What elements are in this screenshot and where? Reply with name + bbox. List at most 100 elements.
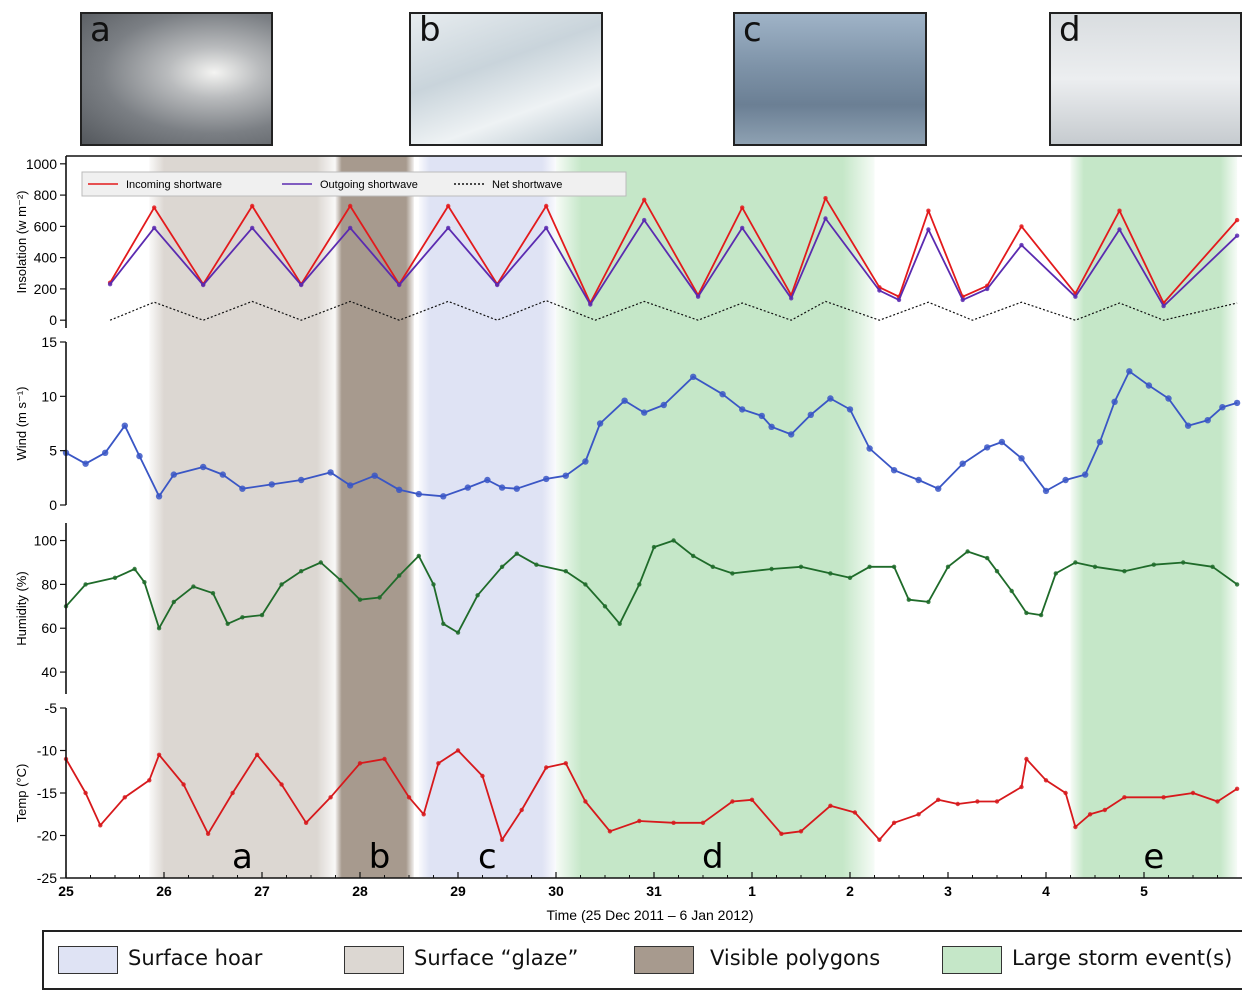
legend-swatch-storm [942,946,1002,974]
data-point [1181,560,1186,565]
data-point [828,571,833,576]
data-point [152,225,157,231]
data-point [416,553,421,559]
period-labels: a b c d e [232,837,1164,877]
x-tick-label: 26 [156,883,172,899]
data-point [730,799,735,804]
data-point [896,297,902,303]
shaded-period-polygons [335,156,414,878]
legend-label-hoar: Surface hoar [128,946,263,970]
data-point [1043,778,1049,783]
data-point [1038,612,1044,618]
photo-surface-a: a [80,12,273,146]
data-point [475,593,480,598]
data-point [637,818,642,824]
data-point [250,225,255,231]
inset-legend-label-1: Outgoing shortwave [320,179,418,191]
data-point [588,302,593,307]
data-point [847,575,853,580]
shaded-period-glaze [149,156,336,878]
period-label-d: d [702,837,724,877]
data-point [846,406,854,413]
data-point [695,294,701,299]
period-label-e: e [1143,837,1164,877]
data-point [382,756,387,762]
y-tick-label: 800 [34,187,58,203]
data-point [464,484,471,491]
data-point [945,564,951,569]
y-tick-label: -25 [37,870,57,886]
data-point [768,423,775,430]
data-point [975,799,980,804]
data-point [1184,422,1192,429]
data-point [1145,382,1153,389]
y-tick-label: 60 [41,620,57,636]
data-point [406,795,412,800]
data-point [83,582,88,587]
data-point [1019,224,1024,229]
data-point [446,203,451,209]
data-point [583,582,588,587]
x-tick-label: 5 [1140,883,1148,899]
data-point [1092,564,1098,569]
data-point [155,493,163,500]
data-point [514,551,519,556]
data-point [112,575,118,580]
data-point [303,820,309,825]
y-tick-label: -10 [37,743,57,759]
data-point [250,203,255,209]
data-point [543,475,550,483]
data-point [484,476,491,484]
shaded-period-storm [556,156,875,878]
data-point [1087,812,1093,817]
data-point [607,829,613,834]
y-tick-label: 1000 [26,156,57,172]
data-point [1111,398,1118,405]
data-point [259,612,265,618]
data-point [621,397,628,404]
data-point [642,197,647,202]
data-point [749,797,755,802]
data-point [1073,294,1078,299]
data-point [890,467,898,474]
data-point [1096,438,1104,446]
data-point [906,597,911,602]
series-line-incoming-shortware [109,197,1238,304]
data-point [710,564,715,569]
data-point [691,553,696,559]
data-point [642,217,647,223]
data-point [955,801,960,807]
data-point [431,582,436,587]
y-tick-label: -5 [45,700,58,716]
data-point [156,752,162,757]
data-point [348,203,353,209]
y-axis-title-1: Wind (m s⁻¹) [14,386,29,460]
y-axis-title-3: Temp (°C) [14,764,29,823]
data-point [563,761,568,766]
data-point [219,471,226,478]
data-point [1073,824,1078,830]
y-tick-label: 40 [41,664,57,680]
data-point [440,493,447,500]
data-point [495,282,500,288]
data-point [823,196,828,201]
data-point [828,803,833,808]
data-point [397,573,402,578]
data-point [798,564,804,569]
data-point [191,584,196,589]
data-point [1161,795,1166,800]
data-point [1102,807,1108,813]
data-point [421,812,426,817]
data-point [357,761,363,766]
data-point [1151,562,1157,567]
data-point [156,626,162,631]
y-tick-label: 15 [41,334,57,350]
data-point [1122,795,1127,800]
y-tick-label: 400 [34,250,58,266]
data-point [915,476,922,484]
period-label-a: a [232,837,253,877]
data-point [152,205,157,210]
data-point [210,591,216,596]
data-point [998,438,1006,446]
data-point [1234,217,1240,223]
